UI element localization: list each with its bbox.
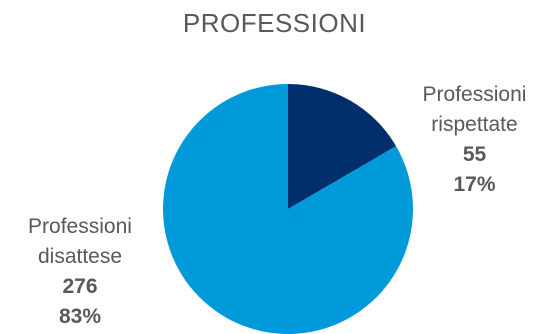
slice-percent: 83% xyxy=(58,305,102,328)
slice-value: 276 xyxy=(62,275,98,298)
slice-label-disattese: Professioni disattese 276 83% xyxy=(0,212,160,332)
slice-name-line: Professioni xyxy=(422,83,527,106)
slice-value: 55 xyxy=(462,143,487,166)
slice-name-line: rispettate xyxy=(431,113,518,136)
slice-percent: 17% xyxy=(453,173,496,196)
chart-title: PROFESSIONI xyxy=(182,8,367,38)
slice-label-rispettate: Professioni rispettate 55 17% xyxy=(400,80,549,200)
pie-slice-0 xyxy=(288,84,397,209)
slice-name-line: disattese xyxy=(37,245,123,268)
slice-name-line: Professioni xyxy=(28,215,132,238)
pie-slice-1 xyxy=(163,84,414,334)
pie-slices xyxy=(163,84,414,334)
